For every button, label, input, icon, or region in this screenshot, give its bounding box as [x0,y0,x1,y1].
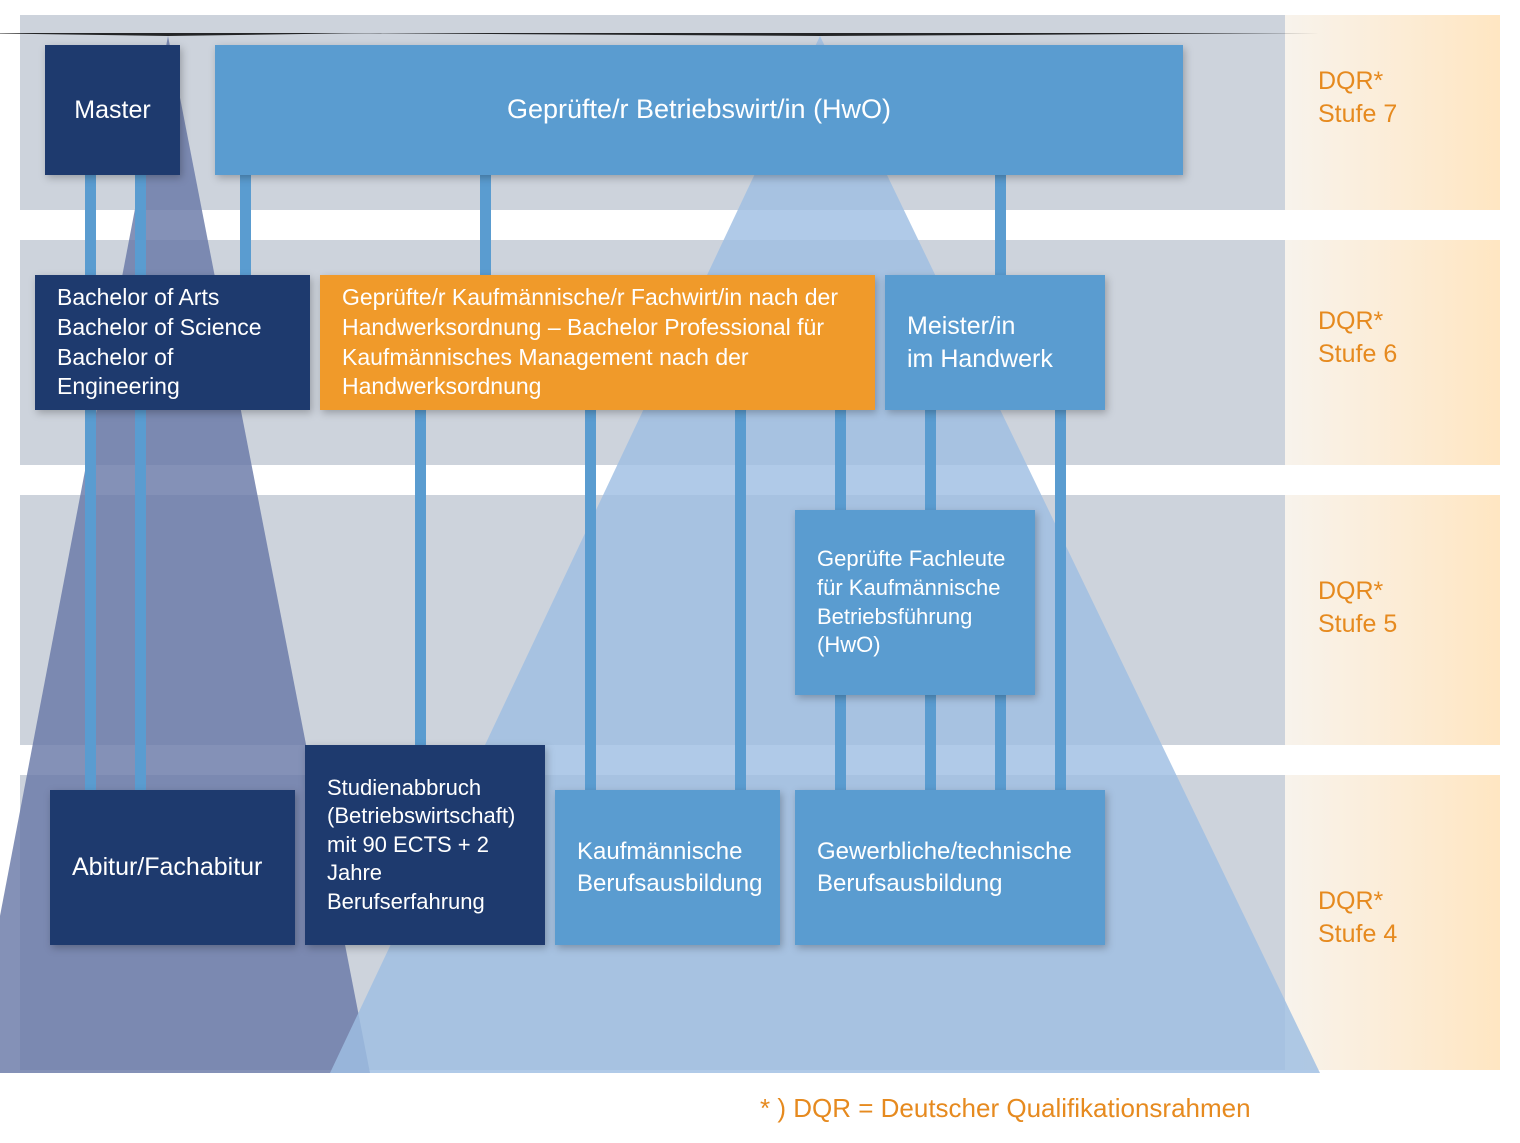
node-studienabbruch: Studienabbruch(Betriebswirtschaft)mit 90… [305,745,545,945]
node-meister: Meister/inim Handwerk [885,275,1105,410]
node-fachleute: Geprüfte Fachleutefür KaufmännischeBetri… [795,510,1035,695]
dqr-label-1: DQR*Stufe 6 [1300,305,1500,370]
node-bachelor: Bachelor of ArtsBachelor of ScienceBache… [35,275,310,410]
node-label: Geprüfte/r Betriebswirt/in (HwO) [507,92,891,127]
node-label: KaufmännischeBerufsausbildung [577,836,762,898]
connector-betriebswirt-bachelor-2 [240,173,251,277]
dqr-line2: Stufe 6 [1318,338,1500,371]
node-label: Gewerbliche/technischeBerufsausbildung [817,836,1072,898]
node-abitur: Abitur/Fachabitur [50,790,295,945]
dqr-line1: DQR* [1318,885,1500,918]
connector-betriebswirt-meister-4 [995,173,1006,277]
connector-bachelor-abitur-6 [135,408,146,792]
connector-master-bachelor-0 [85,173,96,277]
node-kaufm: KaufmännischeBerufsausbildung [555,790,780,945]
node-master: Master [45,45,180,175]
dqr-line1: DQR* [1318,65,1500,98]
connector-fachwirt-fachleute-10 [835,408,846,512]
dqr-line1: DQR* [1318,305,1500,338]
dqr-label-2: DQR*Stufe 5 [1300,575,1500,640]
node-gewerb: Gewerbliche/technischeBerufsausbildung [795,790,1105,945]
node-betriebswirt: Geprüfte/r Betriebswirt/in (HwO) [215,45,1183,175]
node-label: Geprüfte/r Kaufmännische/r Fachwirt/in n… [342,283,853,403]
node-label: Abitur/Fachabitur [72,851,262,884]
footnote: * ) DQR = Deutscher Qualifikationsrahmen [760,1093,1251,1124]
node-label: Studienabbruch(Betriebswirtschaft)mit 90… [327,774,523,917]
connector-fachwirt-kaufm-8 [585,408,596,792]
connector-meister-gewerb-12 [1055,408,1066,792]
connector-fachleute-gewerb-14 [995,693,1006,792]
dqr-line2: Stufe 7 [1318,98,1500,131]
node-label: Meister/inim Handwerk [907,310,1053,375]
node-label: Master [74,94,150,127]
connector-fachwirt-kaufm-9 [735,408,746,792]
dqr-line1: DQR* [1318,575,1500,608]
node-label: Bachelor of ArtsBachelor of ScienceBache… [57,283,288,403]
connector-fachleute-gewerb-13 [835,693,846,792]
connector-betriebswirt-fachwirt-3 [480,173,491,277]
connector-master-bachelor-1 [135,173,146,277]
dqr-line2: Stufe 4 [1318,918,1500,951]
dqr-label-3: DQR*Stufe 4 [1300,885,1500,950]
dqr-label-0: DQR*Stufe 7 [1300,65,1500,130]
node-label: Geprüfte Fachleutefür KaufmännischeBetri… [817,545,1005,659]
node-fachwirt: Geprüfte/r Kaufmännische/r Fachwirt/in n… [320,275,875,410]
dqr-line2: Stufe 5 [1318,608,1500,641]
connector-fachwirt-studienabbruch-7 [415,408,426,747]
connector-bachelor-abitur-5 [85,408,96,792]
